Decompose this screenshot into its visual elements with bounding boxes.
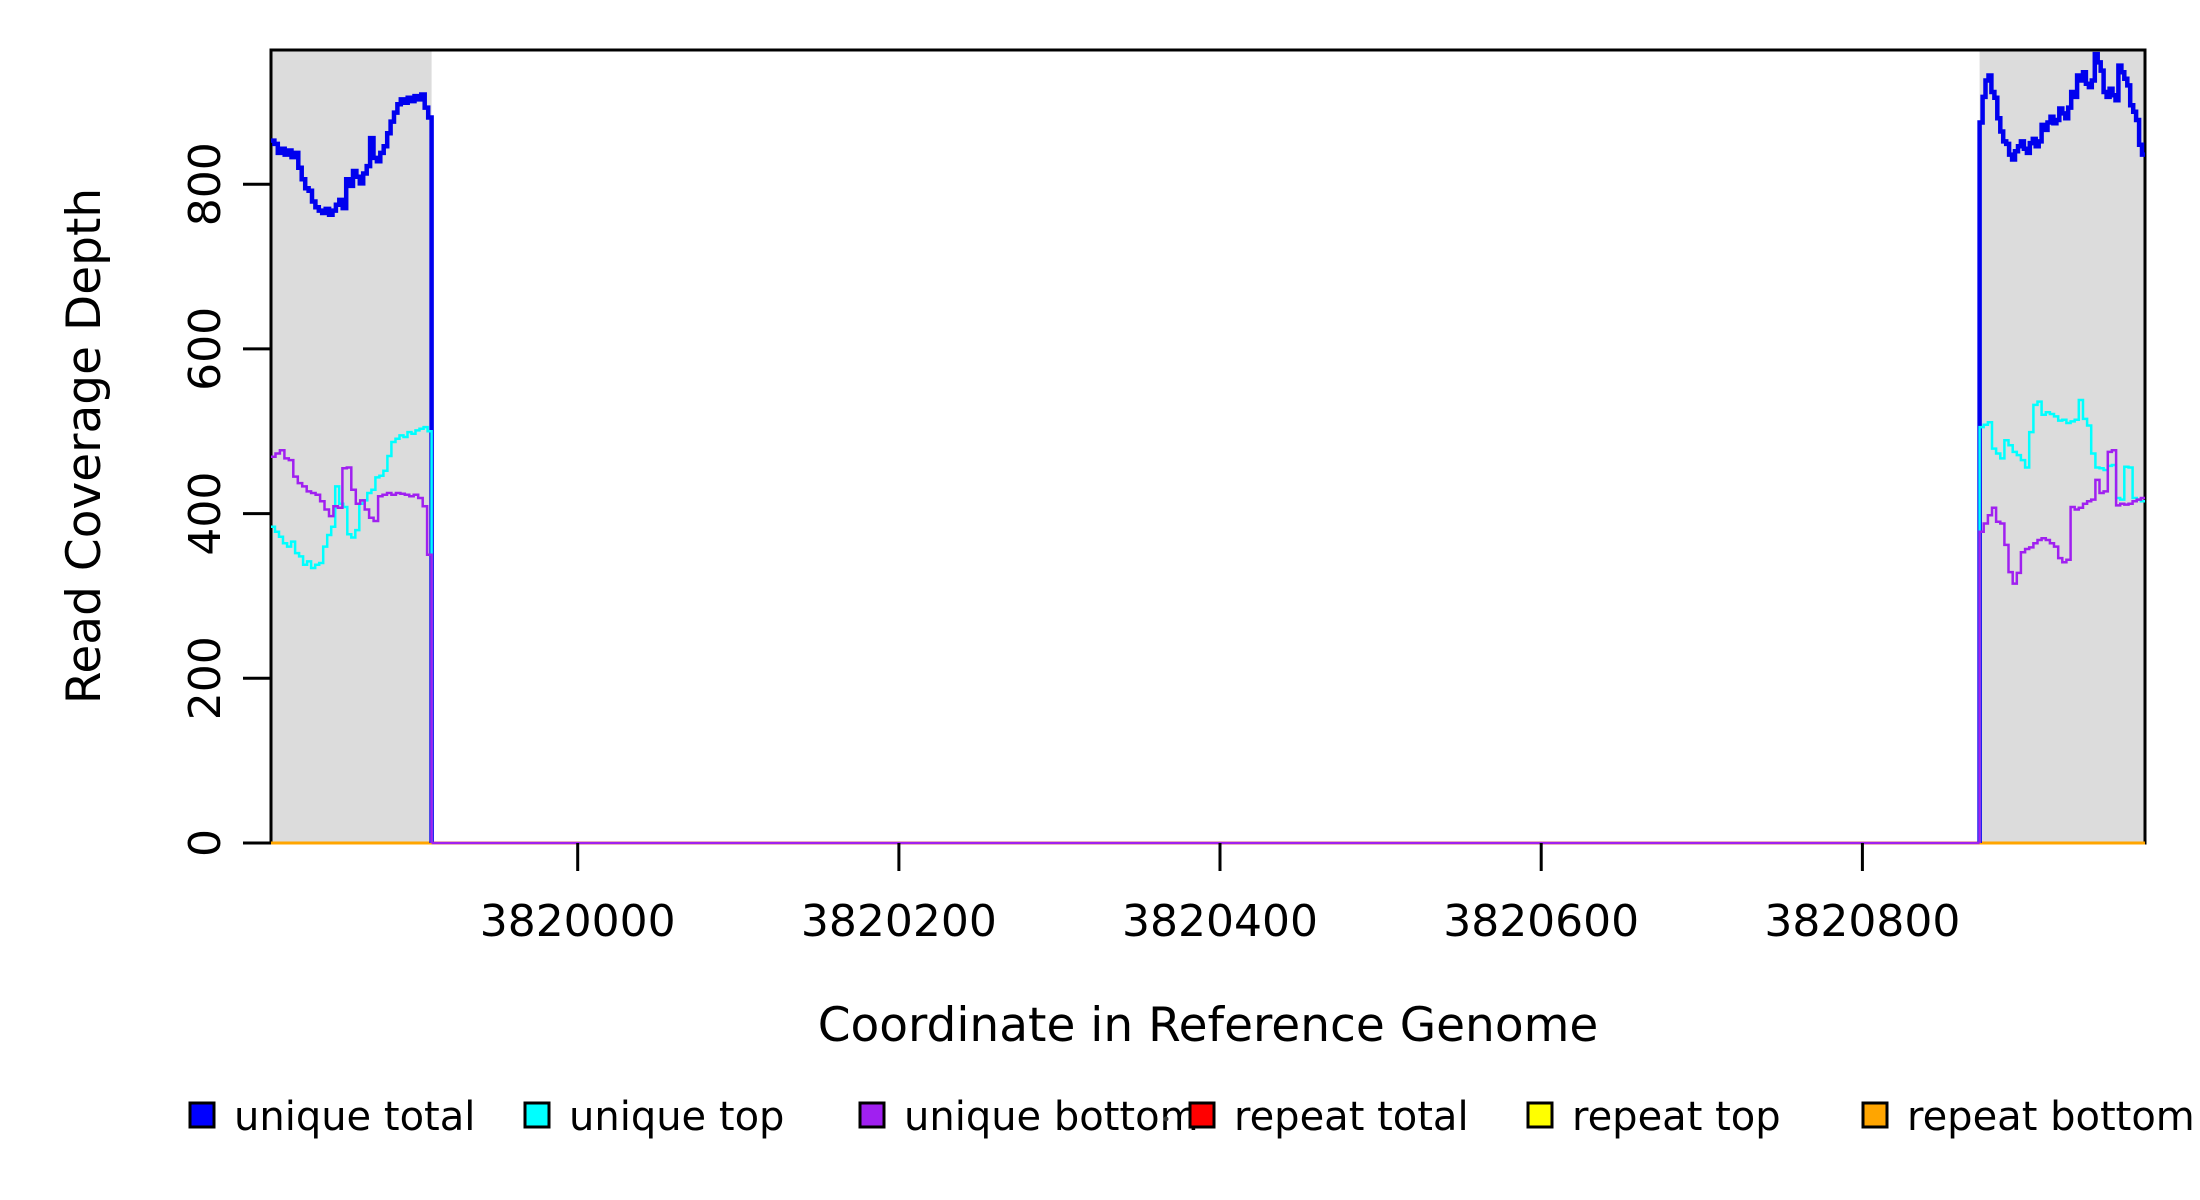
legend-label: repeat top — [1572, 1094, 1781, 1140]
series-line-unique-total — [271, 92, 434, 843]
legend-item-repeat-top: repeat top — [1526, 1094, 1781, 1140]
plot-border — [269, 48, 2147, 845]
series-line-unique-bottom — [1978, 448, 2145, 843]
legend-label: unique total — [234, 1094, 475, 1140]
x-axis-tick-label: 3820800 — [1764, 896, 1960, 947]
legend-label: unique top — [569, 1094, 784, 1140]
legend-swatch-unique-top — [523, 1101, 551, 1129]
legend: unique total unique top unique bottom repea… — [188, 1094, 2195, 1140]
x-axis-tick-label: 3820600 — [1443, 896, 1639, 947]
series-line-unique-total — [1977, 51, 2145, 843]
series-line-unique-bottom — [271, 448, 433, 843]
y-axis-tick-label: 400 — [180, 472, 231, 556]
series-layer — [271, 51, 2145, 845]
legend-item-repeat-bottom: repeat bottom — [1861, 1094, 2195, 1140]
stray-dot — [1163, 1116, 1169, 1122]
x-axis-title: Coordinate in Reference Genome — [818, 998, 1599, 1053]
legend-label: repeat total — [1234, 1094, 1469, 1140]
legend-swatch-repeat-bottom — [1861, 1101, 1889, 1129]
legend-swatch-unique-bottom — [858, 1101, 886, 1129]
legend-swatch-repeat-total — [1188, 1101, 1216, 1129]
legend-swatch-repeat-top — [1526, 1101, 1554, 1129]
y-axis-title: Read Coverage Depth — [57, 188, 112, 704]
x-axis-tick-label: 3820400 — [1122, 896, 1318, 947]
legend-item-unique-top: unique top — [523, 1094, 784, 1140]
shaded-region — [1979, 51, 2145, 842]
legend-item-repeat-total: repeat total — [1188, 1094, 1469, 1140]
y-axis-tick-label: 200 — [180, 636, 231, 720]
y-axis-tick-label: 600 — [180, 307, 231, 391]
series-line-unique-top — [271, 425, 433, 843]
legend-label: unique bottom — [904, 1094, 1199, 1140]
y-axis-tick-label: 800 — [180, 142, 231, 226]
legend-label: repeat bottom — [1907, 1094, 2195, 1140]
legend-item-unique-bottom: unique bottom — [858, 1094, 1199, 1140]
legend-item-unique-total: unique total — [188, 1094, 475, 1140]
y-axis-tick-label: 0 — [180, 829, 231, 857]
x-axis-tick-label: 3820200 — [801, 896, 997, 947]
x-axis-tick-label: 3820000 — [480, 896, 676, 947]
shaded-regions-layer — [271, 51, 2145, 842]
axis-layer: 3820000 3820200 3820400 3820600 3820800 0 200 4… — [180, 142, 1960, 947]
legend-swatch-unique-total — [188, 1101, 216, 1129]
